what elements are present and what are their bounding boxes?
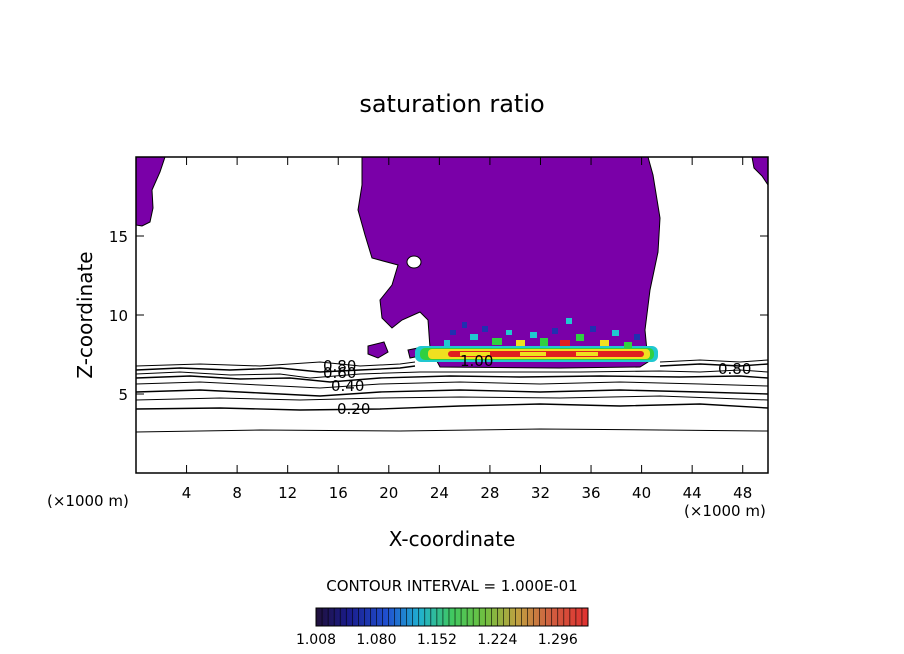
- contour-interval-label: CONTOUR INTERVAL = 1.000E-01: [326, 577, 577, 595]
- saturated-hole: [406, 255, 422, 269]
- saturated-region-right: [751, 157, 768, 186]
- x-tick-label: 12: [278, 484, 297, 502]
- supersaturated-core: [415, 318, 658, 362]
- contour-lines: [136, 359, 768, 433]
- colorbar-tick-label: 1.224: [477, 632, 517, 648]
- plot-area: [136, 157, 768, 433]
- contour-labels: 0.20 0.40 0.60 0.80 1.00 0.80: [323, 352, 751, 418]
- x-tick-label: 36: [581, 484, 600, 502]
- y-tick-label: 10: [109, 307, 128, 325]
- x-unit-label-right: (×1000 m): [684, 502, 766, 520]
- contour-label: 0.80: [718, 360, 751, 378]
- x-tick-label: 20: [379, 484, 398, 502]
- y-axis-title: Z-coordinate: [73, 251, 97, 378]
- saturated-region-left: [136, 157, 166, 227]
- contour-line-0.80: [136, 363, 768, 373]
- contour-label: 0.40: [331, 377, 364, 395]
- x-tick-label: 8: [232, 484, 242, 502]
- y-tick-label: 15: [109, 228, 128, 246]
- x-tick-label: 48: [733, 484, 752, 502]
- colorbar: 1.008 1.080 1.152 1.224 1.296: [296, 607, 589, 648]
- contour-label: 0.80: [323, 357, 356, 375]
- x-tick-label: 24: [430, 484, 449, 502]
- contour-line-0.20: [136, 403, 768, 411]
- x-axis-title: X-coordinate: [389, 527, 516, 551]
- saturated-region: [357, 157, 661, 369]
- x-tick-label: 16: [329, 484, 348, 502]
- contour-line-0.10: [136, 428, 768, 433]
- colorbar-gradient: [315, 607, 589, 627]
- x-unit-label-left: (×1000 m): [47, 492, 129, 510]
- colorbar-tick-label: 1.152: [417, 632, 457, 648]
- x-tick-label: 40: [632, 484, 651, 502]
- colorbar-labels: 1.008 1.080 1.152 1.224 1.296: [296, 632, 578, 648]
- contour-line-0.70: [136, 369, 768, 379]
- contour-line-0.60: [136, 375, 768, 383]
- x-tick-label: 44: [683, 484, 702, 502]
- contour-line-0.30: [136, 395, 768, 401]
- contour-line-0.80-upper: [136, 359, 768, 367]
- contour-label: 0.20: [337, 400, 370, 418]
- saturated-cell: [367, 341, 389, 359]
- x-tick-label: 28: [480, 484, 499, 502]
- colorbar-tick-label: 1.008: [296, 632, 336, 648]
- x-axis-ticks: 4 8 12 16 20 24 28 32 36 40 44 48: [182, 157, 752, 502]
- contour-line-0.40: [136, 389, 768, 397]
- y-tick-label: 5: [118, 386, 128, 404]
- colorbar-tick-label: 1.296: [538, 632, 578, 648]
- chart-title: saturation ratio: [359, 90, 544, 118]
- contour-line-0.50: [136, 381, 768, 389]
- y-axis-ticks: 5 10 15: [109, 228, 768, 404]
- contour-label: 0.60: [323, 364, 356, 382]
- x-tick-label: 32: [531, 484, 550, 502]
- contour-label: 1.00: [460, 352, 493, 370]
- colorbar-tick-label: 1.080: [356, 632, 396, 648]
- colorbar-stripes: [321, 608, 583, 626]
- x-tick-label: 4: [182, 484, 192, 502]
